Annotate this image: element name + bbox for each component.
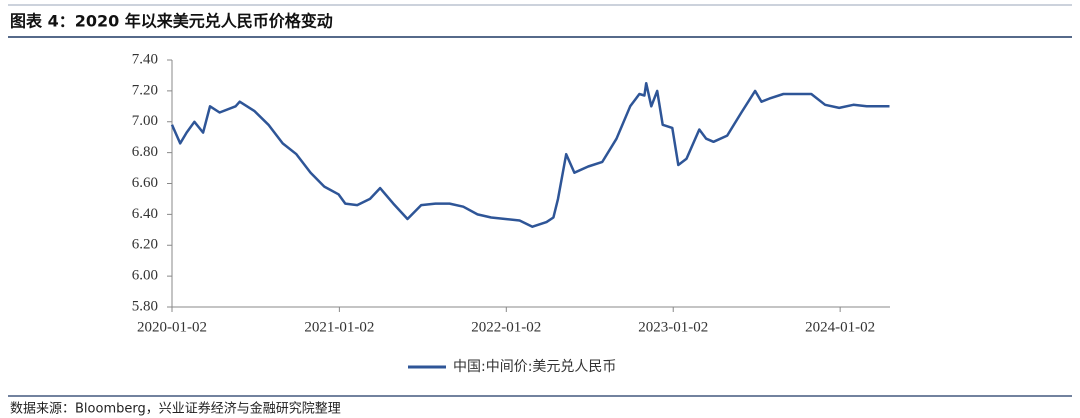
y-tick-label: 6.20 [132,237,158,253]
y-tick-label: 6.00 [132,268,158,284]
y-tick-label: 7.40 [132,51,158,67]
y-tick-label: 6.40 [132,206,158,222]
x-tick-label: 2020-01-02 [137,319,207,335]
y-tick-label: 5.80 [132,298,158,314]
x-tick-label: 2023-01-02 [638,319,708,335]
y-tick-label: 6.60 [132,175,158,191]
legend-label: 中国:中间价:美元兑人民币 [453,359,616,375]
x-tick-label: 2024-01-02 [805,319,875,335]
chart-title: 图表 4：2020 年以来美元兑人民币价格变动 [10,12,333,31]
source-note: 数据来源：Bloomberg，兴业证券经济与金融研究院整理 [10,401,341,417]
x-tick-label: 2021-01-02 [304,319,374,335]
series-line [170,81,890,228]
y-tick-label: 7.20 [132,82,158,98]
y-tick-label: 6.80 [132,144,158,160]
y-tick-label: 7.00 [132,113,158,129]
x-tick-label: 2022-01-02 [471,319,541,335]
